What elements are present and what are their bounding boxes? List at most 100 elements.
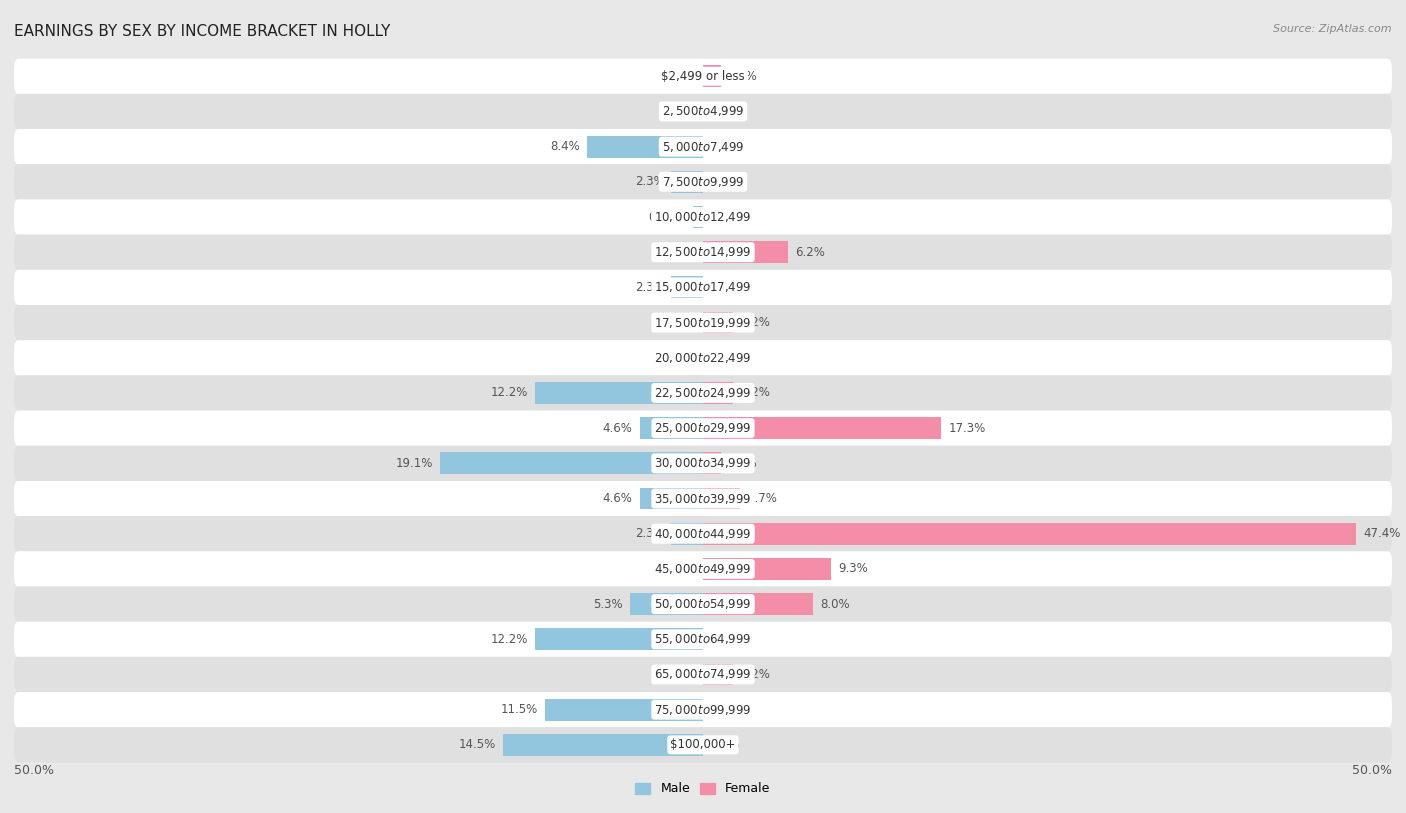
Bar [703,593,813,615]
FancyBboxPatch shape [14,199,1392,235]
Text: 0.0%: 0.0% [666,351,696,364]
Text: 0.0%: 0.0% [710,351,740,364]
Text: 11.5%: 11.5% [501,703,537,716]
Bar [640,417,703,439]
FancyBboxPatch shape [14,516,1392,551]
Text: 0.0%: 0.0% [666,105,696,118]
Bar [703,488,740,510]
Bar [703,311,734,333]
Text: EARNINGS BY SEX BY INCOME BRACKET IN HOLLY: EARNINGS BY SEX BY INCOME BRACKET IN HOL… [14,24,391,39]
Text: 47.4%: 47.4% [1362,527,1400,540]
Text: 2.3%: 2.3% [634,281,665,294]
Text: 2.7%: 2.7% [747,492,778,505]
Text: 0.0%: 0.0% [710,703,740,716]
Text: 50.0%: 50.0% [14,764,53,777]
Text: Source: ZipAtlas.com: Source: ZipAtlas.com [1274,24,1392,34]
Text: $30,000 to $34,999: $30,000 to $34,999 [654,456,752,471]
Text: 1.3%: 1.3% [728,70,758,83]
Text: $7,500 to $9,999: $7,500 to $9,999 [662,175,744,189]
FancyBboxPatch shape [14,305,1392,340]
Text: 5.3%: 5.3% [593,598,623,611]
Text: $40,000 to $44,999: $40,000 to $44,999 [654,527,752,541]
Text: 12.2%: 12.2% [491,633,529,646]
Text: $17,500 to $19,999: $17,500 to $19,999 [654,315,752,329]
Text: $45,000 to $49,999: $45,000 to $49,999 [654,562,752,576]
Text: 0.0%: 0.0% [666,563,696,576]
FancyBboxPatch shape [14,622,1392,657]
Bar [703,241,789,263]
FancyBboxPatch shape [14,164,1392,199]
Text: 4.6%: 4.6% [603,492,633,505]
FancyBboxPatch shape [14,728,1392,763]
FancyBboxPatch shape [14,411,1392,446]
Bar [534,628,703,650]
Text: $20,000 to $22,499: $20,000 to $22,499 [654,350,752,365]
Text: 8.4%: 8.4% [551,140,581,153]
Text: $2,500 to $4,999: $2,500 to $4,999 [662,104,744,119]
Text: $100,000+: $100,000+ [671,738,735,751]
Bar [440,453,703,474]
FancyBboxPatch shape [14,270,1392,305]
Text: 2.3%: 2.3% [634,176,665,189]
Text: $25,000 to $29,999: $25,000 to $29,999 [654,421,752,435]
FancyBboxPatch shape [14,446,1392,481]
Text: $35,000 to $39,999: $35,000 to $39,999 [654,492,752,506]
FancyBboxPatch shape [14,59,1392,93]
FancyBboxPatch shape [14,376,1392,411]
FancyBboxPatch shape [14,586,1392,622]
Text: 9.3%: 9.3% [838,563,868,576]
Text: 14.5%: 14.5% [460,738,496,751]
Text: $5,000 to $7,499: $5,000 to $7,499 [662,140,744,154]
Text: $12,500 to $14,999: $12,500 to $14,999 [654,246,752,259]
Text: 0.0%: 0.0% [710,281,740,294]
Text: 0.0%: 0.0% [710,105,740,118]
FancyBboxPatch shape [14,93,1392,129]
Text: $10,000 to $12,499: $10,000 to $12,499 [654,210,752,224]
Bar [671,276,703,298]
Text: $55,000 to $64,999: $55,000 to $64,999 [654,633,752,646]
Bar [703,523,1357,545]
Bar [640,488,703,510]
Text: 6.2%: 6.2% [796,246,825,259]
Text: 0.0%: 0.0% [666,668,696,681]
Text: 2.2%: 2.2% [740,386,770,399]
Text: 0.0%: 0.0% [666,316,696,329]
FancyBboxPatch shape [14,129,1392,164]
Text: 0.0%: 0.0% [666,246,696,259]
Bar [703,65,721,87]
FancyBboxPatch shape [14,657,1392,692]
FancyBboxPatch shape [14,235,1392,270]
Text: 4.6%: 4.6% [603,422,633,435]
Bar [534,382,703,404]
Text: 8.0%: 8.0% [820,598,849,611]
Text: 0.0%: 0.0% [710,633,740,646]
FancyBboxPatch shape [14,340,1392,376]
Legend: Male, Female: Male, Female [630,777,776,801]
Bar [630,593,703,615]
Text: $2,499 or less: $2,499 or less [661,70,745,83]
Text: 1.3%: 1.3% [728,457,758,470]
Text: 19.1%: 19.1% [395,457,433,470]
Bar [703,417,942,439]
Text: 0.0%: 0.0% [710,140,740,153]
FancyBboxPatch shape [14,692,1392,728]
Text: 0.0%: 0.0% [710,738,740,751]
Text: 12.2%: 12.2% [491,386,529,399]
FancyBboxPatch shape [14,551,1392,586]
Text: $22,500 to $24,999: $22,500 to $24,999 [654,386,752,400]
Text: 2.2%: 2.2% [740,668,770,681]
Bar [693,207,703,228]
Text: $65,000 to $74,999: $65,000 to $74,999 [654,667,752,681]
Bar [671,171,703,193]
FancyBboxPatch shape [14,481,1392,516]
Bar [703,453,721,474]
Bar [671,523,703,545]
Text: 0.0%: 0.0% [710,211,740,224]
Bar [588,136,703,158]
Text: 0.0%: 0.0% [666,70,696,83]
Text: 50.0%: 50.0% [1353,764,1392,777]
Text: 0.0%: 0.0% [710,176,740,189]
Text: $50,000 to $54,999: $50,000 to $54,999 [654,597,752,611]
Text: 0.76%: 0.76% [648,211,686,224]
Text: 2.3%: 2.3% [634,527,665,540]
